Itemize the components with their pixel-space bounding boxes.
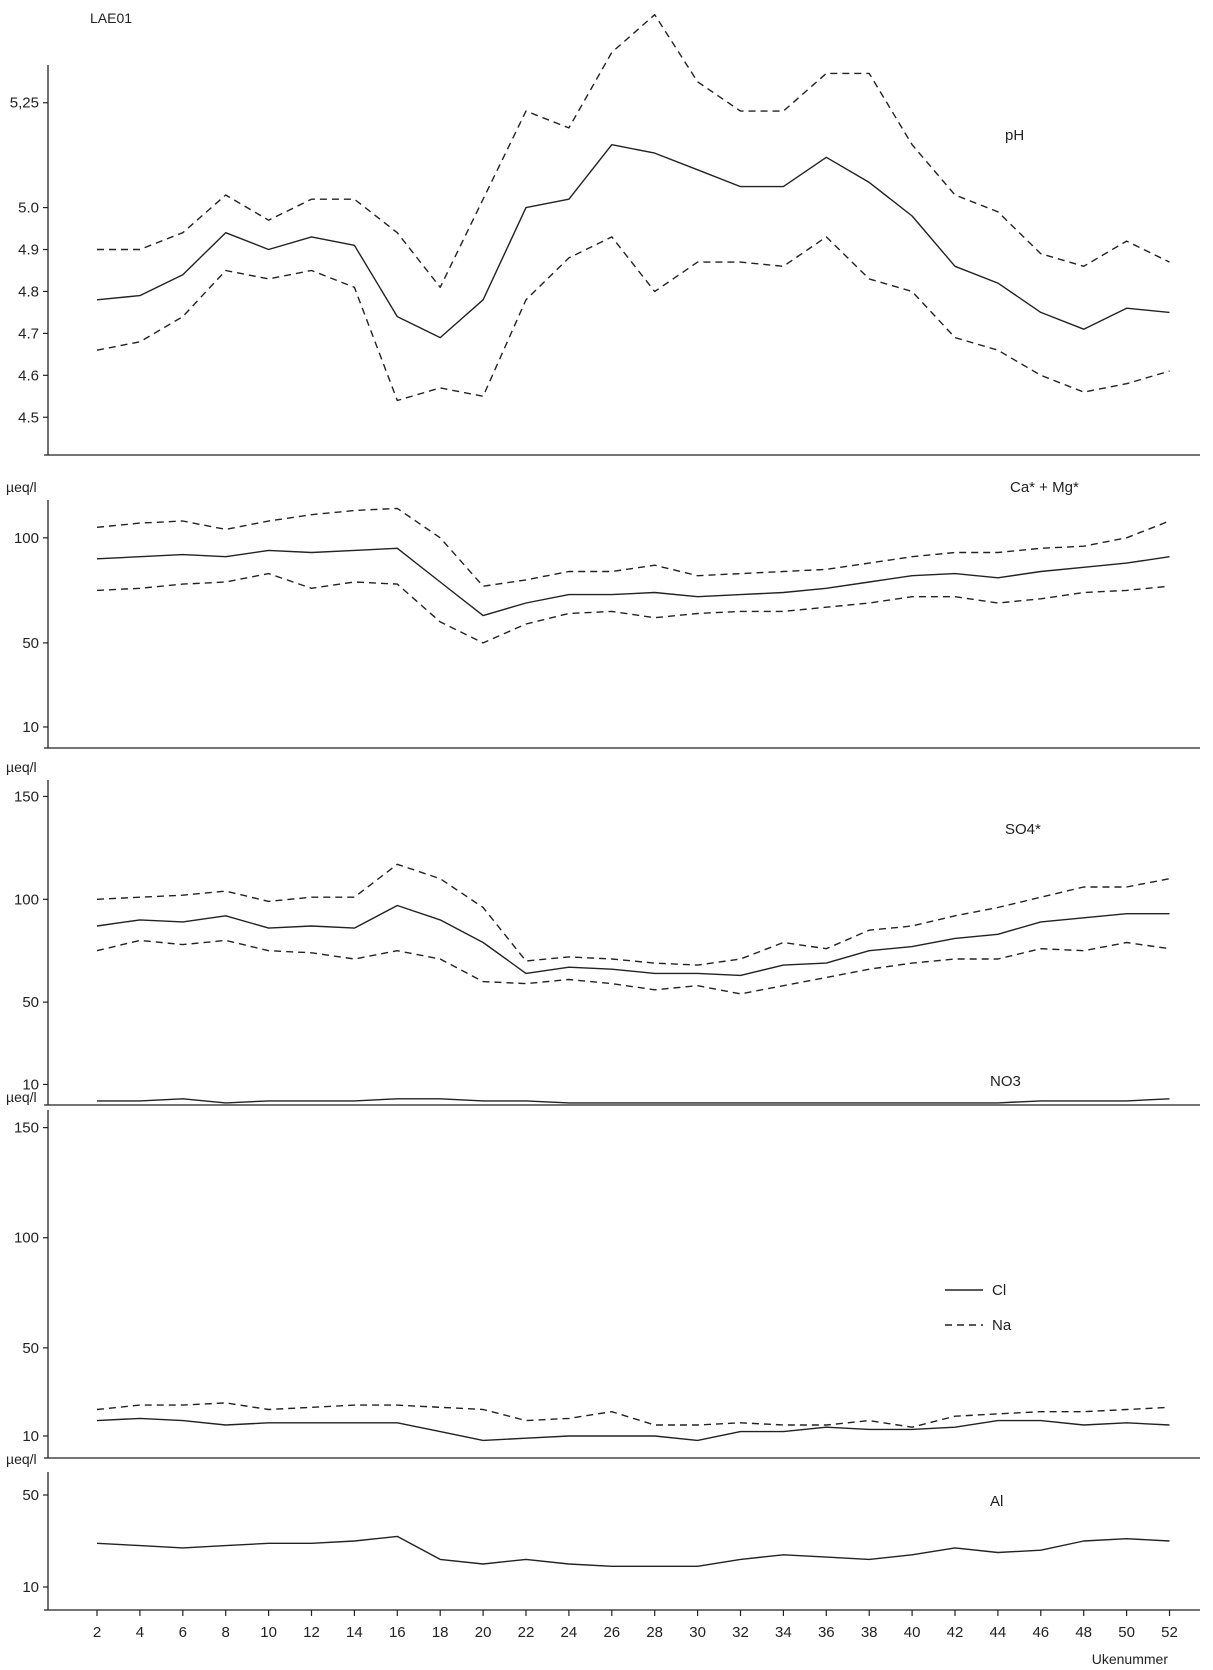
x-tick-label: 8	[222, 1624, 230, 1641]
legend-label: Cl	[992, 1282, 1006, 1299]
x-axis-label: Ukenummer	[1092, 1651, 1169, 1667]
x-tick-label: 40	[904, 1624, 921, 1641]
series-line	[96, 572, 1170, 644]
series-line	[96, 547, 1170, 617]
y-tick-label: 10	[22, 1579, 39, 1596]
y-unit-label: µeq/l	[6, 759, 37, 775]
chart-panel: 10 50 µeq/l Al	[6, 1451, 1200, 1611]
legend-label: Na	[992, 1317, 1012, 1334]
x-tick-label: 4	[136, 1624, 144, 1641]
x-tick-label: 16	[389, 1624, 406, 1641]
x-tick-label: 22	[518, 1624, 535, 1641]
y-tick-label: 4.8	[18, 283, 39, 300]
y-tick-label: 10	[22, 1076, 39, 1093]
x-tick-label: 30	[689, 1624, 706, 1641]
x-tick-label: 32	[732, 1624, 749, 1641]
x-tick-label: 26	[603, 1624, 620, 1641]
x-tick-label: 14	[346, 1624, 363, 1641]
y-tick-label: 150	[14, 1120, 39, 1137]
panel-title: SO4*	[1005, 821, 1041, 838]
y-tick-label: 100	[14, 891, 39, 908]
y-tick-label: 4.6	[18, 367, 39, 384]
x-tick-label: 28	[646, 1624, 663, 1641]
chart-panel: 4.5 4.6 4.7 4.8 4.9 5.0 5,25 pH	[10, 13, 1200, 456]
y-tick-label: 4.5	[18, 409, 39, 426]
x-tick-label: 24	[561, 1624, 578, 1641]
series-line	[96, 507, 1170, 587]
station-id: LAE01	[90, 10, 133, 26]
y-tick-label: 150	[14, 788, 39, 805]
y-tick-label: 10	[22, 719, 39, 736]
series-line	[96, 143, 1170, 339]
panel-title: pH	[1005, 127, 1024, 144]
series-line	[96, 236, 1170, 402]
x-tick-label: 52	[1161, 1624, 1178, 1641]
panel-title: Al	[990, 1493, 1003, 1510]
x-tick-label: 48	[1075, 1624, 1092, 1641]
x-tick-label: 6	[179, 1624, 187, 1641]
y-tick-label: 5,25	[10, 95, 39, 112]
x-tick-label: 18	[432, 1624, 449, 1641]
series-line-cl	[96, 1417, 1170, 1442]
chart-panel: 10 50 100 µeq/l Ca* + Mg*	[6, 479, 1200, 749]
series-line-no3	[97, 1098, 1170, 1104]
series-line-na	[96, 1402, 1170, 1428]
chart-panel: 10 50 100 150 µeq/l Cl Na	[6, 1089, 1200, 1459]
series-annotation: NO3	[990, 1073, 1021, 1090]
x-tick-label: 38	[861, 1624, 878, 1641]
x-tick-label: 34	[775, 1624, 792, 1641]
chart-panel: 10 50 100 150 µeq/l SO4* NO3	[6, 759, 1200, 1106]
x-tick-label: 46	[1032, 1624, 1049, 1641]
series-line	[96, 863, 1170, 966]
y-unit-label: µeq/l	[6, 479, 37, 495]
y-tick-label: 4.9	[18, 242, 39, 259]
y-tick-label: 50	[22, 1487, 39, 1504]
y-tick-label: 10	[22, 1428, 39, 1445]
y-tick-label: 50	[22, 1340, 39, 1357]
x-tick-label: 44	[990, 1624, 1007, 1641]
x-tick-label: 20	[475, 1624, 492, 1641]
x-tick-label: 42	[947, 1624, 964, 1641]
x-tick-label: 36	[818, 1624, 835, 1641]
series-line	[96, 904, 1170, 977]
legend: Cl Na	[945, 1282, 1012, 1334]
y-tick-label: 50	[22, 994, 39, 1011]
y-unit-label: µeq/l	[6, 1451, 37, 1467]
y-unit-label: µeq/l	[6, 1089, 37, 1105]
x-tick-label: 10	[260, 1624, 277, 1641]
y-tick-label: 100	[14, 530, 39, 547]
y-tick-label: 4.7	[18, 325, 39, 342]
x-tick-label: 2	[93, 1624, 101, 1641]
y-tick-label: 50	[22, 635, 39, 652]
x-tick-label: 12	[303, 1624, 320, 1641]
series-line	[97, 13, 1170, 288]
panel-title: Ca* + Mg*	[1010, 479, 1079, 496]
y-tick-label: 100	[14, 1230, 39, 1247]
series-line	[96, 939, 1170, 995]
y-tick-label: 5.0	[18, 200, 39, 217]
x-tick-label: 50	[1118, 1624, 1135, 1641]
series-line	[96, 1535, 1170, 1568]
